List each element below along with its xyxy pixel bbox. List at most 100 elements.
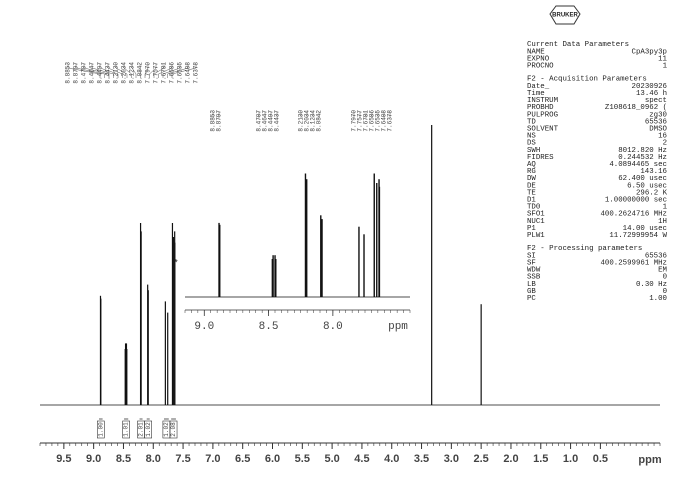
param-name: EXPNO [527,55,550,63]
inset-peak-label: 7.6378 [387,110,394,132]
x-tick-label: 6.5 [235,453,250,465]
param-value: 11 [658,55,667,63]
peak-label: 8.4437 [105,62,112,84]
inset-peak-label: 7.7970 [351,110,358,132]
peak-connector [99,64,119,78]
param-value: 400.2599961 MHz [600,259,667,267]
param-name: PLW1 [527,232,545,240]
inset-peak-label: 8.2034 [304,110,311,132]
param-name: NAME [527,48,545,56]
param-name: SI [527,252,536,260]
param-name: AQ [527,161,536,169]
param-value: 4.0894465 sec [609,161,667,169]
peak-connector [115,64,128,78]
annotation: * [174,257,178,267]
integral-label: 1.02 [145,422,152,437]
param-name: TE [527,189,536,197]
integral-label: 1.02 [163,422,170,437]
peak-connector [91,64,114,78]
inset-peak-label: 8.4437 [274,110,281,132]
param-value: 20230926 [632,83,667,91]
inset-peak-label: 7.7577 [357,110,364,132]
param-name: LB [527,281,536,289]
x-tick-label: 9.5 [56,453,71,465]
param-heading: Current Data Parameters [527,41,629,49]
peak-label: 7.6408 [185,62,192,84]
param-name: TD [527,118,536,126]
param-name: DS [527,140,536,148]
param-value: 296.2 K [636,189,668,197]
param-value: 400.2624716 MHz [600,211,667,219]
x-tick-label: 7.5 [175,453,190,465]
param-value: 143.16 [640,168,667,176]
inset-peak-label: 7.6586 [369,110,376,132]
x-tick-label: 6.0 [265,453,280,465]
x-tick-label: 8.5 [116,453,131,465]
integral-box [169,420,178,439]
x-tick-label: 1.5 [533,453,548,465]
inset-peak-label: 7.6781 [363,110,370,132]
inset-peak-label: 8.1234 [310,110,317,132]
param-name: DW [527,175,536,183]
peak-label: 7.6378 [193,62,200,84]
inset-tick-label: 9.0 [194,321,214,333]
peak-label: 8.4497 [97,62,104,84]
param-value: 13.46 h [636,90,667,98]
param-name: SSB [527,274,541,282]
peak-label: 8.1234 [129,62,136,84]
x-tick-label: 2.5 [474,453,489,465]
param-value: DMSO [649,125,667,133]
x-tick-label: 4.0 [384,453,399,465]
param-value: EM [658,267,667,275]
inset-peak-label: 8.2130 [298,110,305,132]
peak-connector [153,64,165,78]
peak-label: 8.2130 [113,62,120,84]
param-value: Z108618_0962 ( [605,104,667,112]
param-name: SFO1 [527,211,545,219]
param-name: DE [527,182,536,190]
peak-label: 7.6535 [177,62,184,84]
inset-peak-label: 7.6408 [381,110,388,132]
x-axis-label: ppm [638,454,661,466]
param-name: NUC1 [527,218,545,226]
peak-label: 8.8853 [65,62,72,84]
inset-tick-label: 8.5 [259,321,279,333]
param-name: PROBHD [527,104,554,112]
peak-label: 8.4707 [81,62,88,84]
param-name: Date_ [527,83,550,91]
param-name: WDW [527,267,541,275]
inset-peak-label: 8.0842 [316,110,323,132]
param-name: RG [527,168,536,176]
param-value: zg30 [649,111,667,119]
peak-connector [171,64,197,78]
logo-frame [549,5,581,25]
param-value: 8012.820 Hz [618,147,667,155]
x-tick-label: 4.5 [354,453,369,465]
param-name: PULPROG [527,111,558,119]
param-value: 0.244532 Hz [618,154,667,162]
peak-connector [131,64,137,78]
x-tick-label: 7.0 [205,453,220,465]
integral-label: 2.01 [138,422,145,437]
peak-label: 8.8797 [73,62,80,84]
x-tick-label: 8.0 [146,453,161,465]
param-name: SF [527,259,536,267]
param-value: 65536 [645,252,667,260]
param-value: 1.00000000 sec [605,196,667,204]
param-value: 0.30 Hz [636,281,667,289]
peak-label: 7.7970 [145,62,152,84]
param-value: 1 [663,62,668,70]
inset-peak-label: 7.6535 [375,110,382,132]
peak-label: 8.0842 [137,62,144,84]
peak-connector [167,64,189,78]
param-value: 11.72999954 W [609,232,667,240]
param-name: Time [527,90,545,98]
peak-connector [158,64,173,78]
param-value: 65536 [645,118,667,126]
inset-peak-label: 8.4497 [268,110,275,132]
x-tick-label: 0.5 [593,453,608,465]
peak-connector [139,64,141,78]
param-value: 16 [658,133,667,141]
